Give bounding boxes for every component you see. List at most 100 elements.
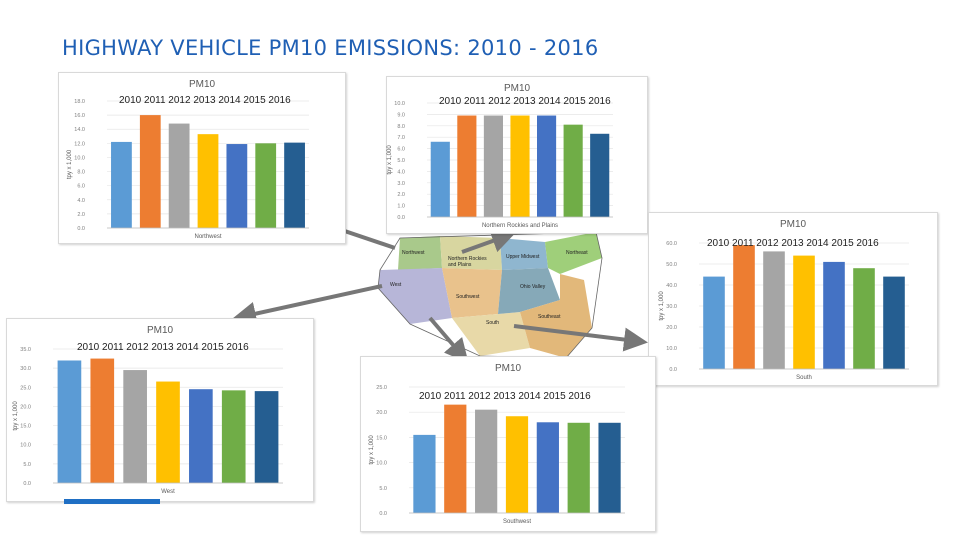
map-label-south: South: [486, 320, 500, 326]
chart-title: PM10: [147, 325, 174, 336]
chart-title: PM10: [504, 83, 531, 94]
y-tick-label: 60.0: [666, 241, 677, 247]
y-tick-label: 0.0: [669, 367, 677, 373]
bar-2012: [123, 370, 147, 483]
bar-2016: [883, 276, 905, 369]
y-tick-label: 9.0: [397, 112, 405, 118]
bar-2014: [823, 261, 845, 369]
y-tick-label: 50.0: [666, 262, 677, 268]
y-axis-label: tpy x 1,000: [13, 401, 19, 431]
x-axis-label: Northwest: [194, 234, 221, 240]
y-tick-label: 0.0: [23, 481, 31, 487]
year-labels: 2010 2011 2012 2013 2014 2015 2016: [119, 95, 291, 106]
y-tick-label: 30.0: [666, 304, 677, 310]
bar-2011: [457, 115, 477, 217]
year-labels: 2010 2011 2012 2013 2014 2015 2016: [77, 342, 249, 353]
bar-2013: [793, 255, 815, 369]
y-tick-label: 0.0: [379, 511, 387, 517]
y-tick-label: 2.0: [77, 212, 85, 218]
region-west: [378, 268, 452, 324]
y-tick-label: 5.0: [23, 462, 31, 468]
bar-2015: [563, 124, 583, 217]
y-tick-label: 25.0: [20, 385, 31, 391]
bar-2011: [733, 245, 755, 369]
chart-northern-rockies-and-plains: PM10 0.0 1.0 2.0 3.0 4.0 5.0 6.0 7.0 8.0 9.0 10.0 tp…: [386, 76, 648, 234]
y-tick-label: 5.0: [379, 486, 387, 492]
chart-title: PM10: [189, 79, 216, 90]
bar-2010: [57, 360, 82, 483]
slide-title: HIGHWAY VEHICLE PM10 EMISSIONS: 2010 - 2…: [62, 36, 599, 60]
y-tick-label: 10.0: [20, 443, 31, 449]
arrow-to-west: [232, 284, 383, 326]
bar-2013: [197, 134, 219, 228]
y-tick-label: 2.0: [397, 192, 405, 198]
y-tick-label: 10.0: [74, 155, 85, 161]
us-region-map: Northwest Northern Rockies and Plains Up…: [370, 228, 610, 360]
region-south: [452, 312, 530, 356]
bar-2016: [284, 142, 305, 228]
bar-2014: [226, 144, 248, 228]
bar-2014: [536, 422, 559, 513]
chart-west: PM10 0.0 5.0 10.0 15.0 20.0 25.0 30.0 35.0 tpy x …: [6, 318, 314, 502]
bar-2013: [505, 416, 529, 513]
accent-bar: [64, 499, 160, 504]
bar-2010: [111, 141, 132, 228]
bar-2013: [156, 381, 180, 483]
y-tick-label: 10.0: [666, 346, 677, 352]
year-labels: 2010 2011 2012 2013 2014 2015 2016: [419, 391, 591, 402]
y-tick-label: 10.0: [376, 461, 387, 467]
bar-2012: [168, 123, 190, 228]
bar-2015: [567, 422, 590, 513]
y-tick-label: 20.0: [376, 410, 387, 416]
chart-southwest: PM10 0.0 5.0 10.0 15.0 20.0 25.0 tpy x 1,000 Sou…: [360, 356, 656, 532]
y-tick-label: 40.0: [666, 283, 677, 289]
map-label-upper-midwest: Upper Midwest: [506, 254, 540, 260]
x-axis-label: Southwest: [503, 519, 531, 525]
map-label-southeast: Southeast: [538, 314, 561, 320]
region-southwest: [442, 268, 502, 318]
bar-2016: [598, 422, 621, 513]
y-axis-label: tpy x 1,000: [67, 149, 73, 179]
y-axis-label: tpy x 1,000: [659, 291, 665, 321]
map-label-southwest: Southwest: [456, 294, 480, 300]
chart-south: PM10 0.0 10.0 20.0 30.0 40.0 50.0 60.0 tpy x 1,0…: [648, 212, 938, 386]
y-tick-label: 1.0: [397, 204, 405, 210]
bar-2016: [590, 133, 610, 217]
year-labels: 2010 2011 2012 2013 2014 2015 2016: [439, 96, 611, 107]
x-axis-label: West: [161, 489, 175, 495]
y-tick-label: 14.0: [74, 127, 85, 133]
y-axis-label: tpy x 1,000: [387, 145, 393, 175]
region-ohio-valley: [498, 268, 560, 314]
y-tick-label: 0.0: [397, 215, 405, 221]
y-tick-label: 4.0: [397, 169, 405, 175]
y-tick-label: 18.0: [74, 99, 85, 105]
map-label-west: West: [390, 282, 402, 288]
bar-2012: [483, 115, 503, 217]
y-tick-label: 20.0: [20, 404, 31, 410]
y-tick-label: 7.0: [397, 135, 405, 141]
y-tick-label: 0.0: [77, 226, 85, 232]
bar-2011: [139, 115, 161, 228]
map-label-northwest: Northwest: [402, 250, 425, 256]
region-northeast: [545, 232, 602, 274]
y-tick-label: 3.0: [397, 181, 405, 187]
y-tick-label: 8.0: [397, 124, 405, 130]
map-label-ohio-valley: Ohio Valley: [520, 284, 546, 290]
y-tick-label: 25.0: [376, 385, 387, 391]
x-axis-label: Northern Rockies and Plains: [482, 223, 558, 229]
bar-2011: [90, 358, 115, 483]
y-tick-label: 8.0: [77, 170, 85, 176]
y-tick-label: 15.0: [20, 424, 31, 430]
chart-title: PM10: [495, 363, 522, 374]
bar-2010: [703, 276, 725, 369]
bar-2015: [221, 390, 246, 483]
y-axis-label: tpy x 1,000: [369, 435, 375, 465]
y-tick-label: 5.0: [397, 158, 405, 164]
bar-2010: [413, 434, 436, 513]
bar-2015: [853, 268, 875, 369]
bar-2010: [430, 141, 450, 217]
y-tick-label: 20.0: [666, 325, 677, 331]
year-labels: 2010 2011 2012 2013 2014 2015 2016: [707, 238, 879, 249]
bar-2016: [254, 391, 279, 483]
chart-northwest: PM10 0.0 2.0 4.0 6.0 8.0 10.0 12.0 14.0 16.0 18.0 t…: [58, 72, 346, 244]
